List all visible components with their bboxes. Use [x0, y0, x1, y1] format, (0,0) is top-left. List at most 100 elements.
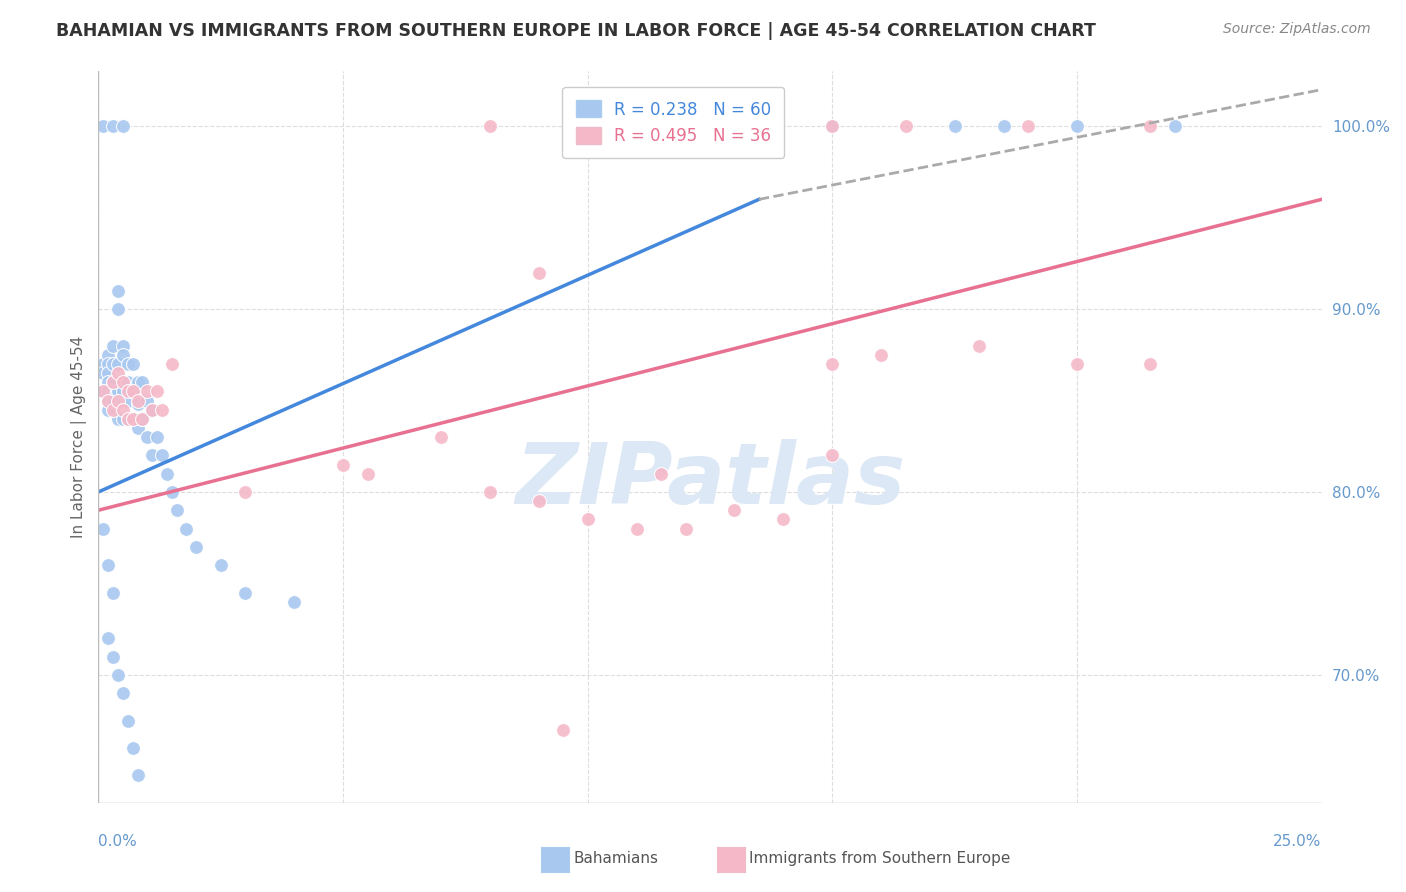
Point: [136, 393, 159, 408]
Point: [131, 411, 153, 425]
Point: [821, 357, 844, 371]
Point: [111, 402, 134, 417]
Point: [117, 714, 139, 728]
Point: [97, 631, 120, 645]
Point: [121, 411, 143, 425]
Point: [1017, 119, 1039, 133]
Point: [150, 448, 173, 462]
Point: [91, 384, 114, 399]
Point: [527, 265, 550, 279]
Point: [141, 402, 163, 417]
Point: [121, 411, 143, 425]
Point: [166, 503, 188, 517]
Text: 0.0%: 0.0%: [98, 834, 138, 849]
Point: [97, 393, 120, 408]
Point: [101, 375, 124, 389]
Point: [127, 397, 149, 411]
Point: [478, 119, 501, 133]
Point: [97, 402, 120, 417]
Point: [332, 458, 354, 472]
Point: [821, 119, 844, 133]
Point: [107, 301, 129, 316]
Point: [121, 357, 143, 371]
Point: [146, 384, 169, 399]
Point: [107, 284, 129, 298]
Point: [176, 521, 198, 535]
Point: [97, 357, 120, 371]
Point: [943, 119, 966, 133]
Point: [127, 768, 149, 782]
Point: [101, 585, 124, 599]
Point: [117, 411, 139, 425]
Point: [650, 467, 672, 481]
Point: [101, 649, 124, 664]
Point: [553, 723, 575, 737]
Point: [478, 484, 501, 499]
Text: BAHAMIAN VS IMMIGRANTS FROM SOUTHERN EUROPE IN LABOR FORCE | AGE 45-54 CORRELATI: BAHAMIAN VS IMMIGRANTS FROM SOUTHERN EUR…: [56, 22, 1097, 40]
Point: [150, 402, 173, 417]
Point: [111, 348, 134, 362]
Point: [97, 366, 120, 380]
Point: [1164, 119, 1187, 133]
Point: [1139, 119, 1161, 133]
Point: [107, 384, 129, 399]
Point: [894, 119, 917, 133]
Point: [117, 357, 139, 371]
Text: ZIPatlas: ZIPatlas: [515, 440, 905, 523]
Point: [156, 467, 179, 481]
Point: [283, 594, 305, 608]
Point: [101, 402, 124, 417]
Point: [91, 119, 114, 133]
Point: [675, 521, 697, 535]
Point: [356, 467, 378, 481]
Point: [821, 448, 844, 462]
Point: [101, 338, 124, 352]
Point: [127, 375, 149, 389]
Text: Immigrants from Southern Europe: Immigrants from Southern Europe: [749, 852, 1011, 866]
Point: [870, 348, 893, 362]
Point: [111, 338, 134, 352]
Point: [97, 384, 120, 399]
Point: [101, 393, 124, 408]
Y-axis label: In Labor Force | Age 45-54: In Labor Force | Age 45-54: [72, 336, 87, 538]
Point: [967, 338, 990, 352]
Text: 25.0%: 25.0%: [1274, 834, 1322, 849]
Point: [141, 402, 163, 417]
Point: [121, 384, 143, 399]
Text: Bahamians: Bahamians: [574, 852, 658, 866]
Point: [117, 393, 139, 408]
Point: [209, 558, 232, 573]
Legend: R = 0.238   N = 60, R = 0.495   N = 36: R = 0.238 N = 60, R = 0.495 N = 36: [562, 87, 785, 159]
Point: [117, 375, 139, 389]
Point: [111, 384, 134, 399]
Point: [91, 357, 114, 371]
Point: [91, 521, 114, 535]
Point: [101, 119, 124, 133]
Point: [121, 384, 143, 399]
Point: [993, 119, 1015, 133]
Point: [107, 667, 129, 681]
Point: [160, 484, 183, 499]
Point: [626, 521, 648, 535]
Point: [107, 411, 129, 425]
Point: [1139, 357, 1161, 371]
Point: [117, 411, 139, 425]
Point: [1066, 119, 1088, 133]
Point: [101, 384, 124, 399]
Point: [160, 357, 183, 371]
Point: [186, 540, 208, 554]
Point: [111, 375, 134, 389]
Point: [117, 384, 139, 399]
Point: [146, 430, 169, 444]
Point: [107, 357, 129, 371]
Point: [136, 384, 159, 399]
Point: [107, 393, 129, 408]
Point: [233, 585, 256, 599]
Point: [131, 411, 153, 425]
Point: [821, 119, 844, 133]
Point: [527, 494, 550, 508]
Point: [111, 411, 134, 425]
Point: [97, 348, 120, 362]
Point: [576, 512, 599, 526]
Point: [97, 558, 120, 573]
